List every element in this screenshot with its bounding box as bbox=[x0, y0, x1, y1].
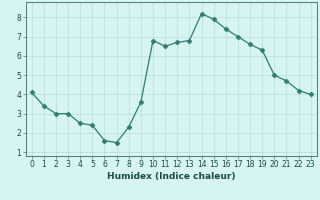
X-axis label: Humidex (Indice chaleur): Humidex (Indice chaleur) bbox=[107, 172, 236, 181]
